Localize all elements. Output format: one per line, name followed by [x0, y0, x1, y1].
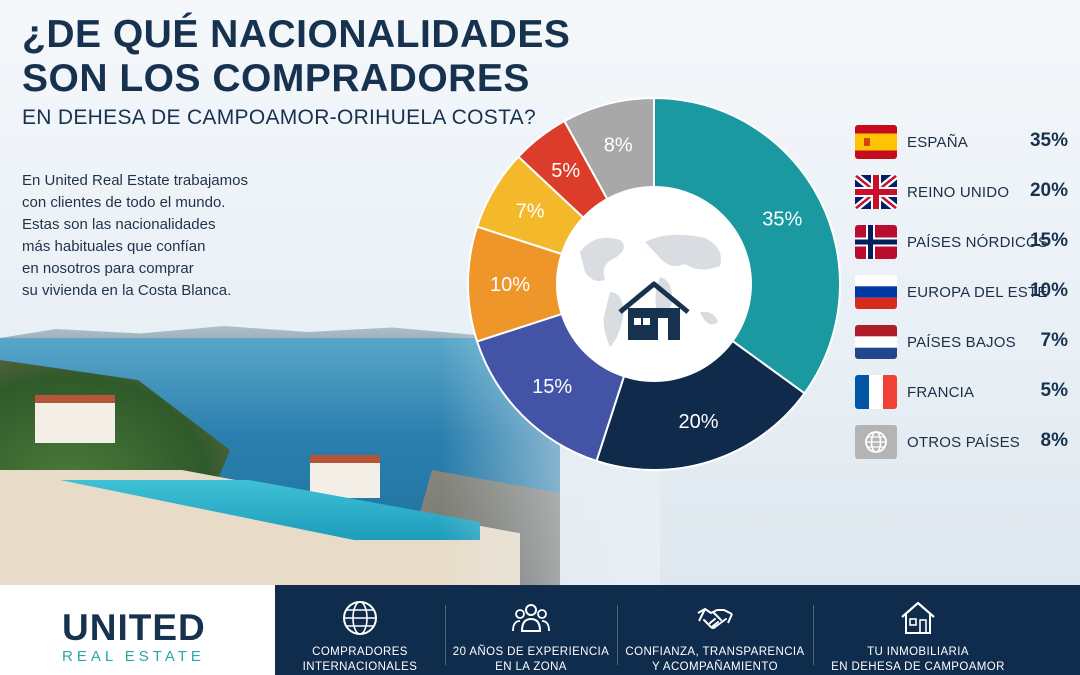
feature-text: COMPRADORES — [312, 646, 408, 658]
feature-local-agency: TU INMOBILIARIA EN DEHESA DE CAMPOAMOR — [813, 585, 1023, 675]
slice-label: 35% — [762, 209, 802, 231]
globe-icon — [343, 601, 377, 635]
feature-international-buyers: COMPRADORES INTERNACIONALES — [275, 585, 445, 675]
legend-item-espana: ESPAÑA 35% — [855, 125, 1070, 165]
house-icon — [618, 281, 690, 340]
russia-flag-icon — [855, 275, 897, 309]
slice-label: 15% — [532, 376, 572, 398]
slice-label: 20% — [678, 411, 718, 433]
slice-label: 7% — [516, 201, 545, 223]
norway-flag-icon — [855, 225, 897, 259]
intro-line: En United Real Estate trabajamos — [22, 172, 248, 189]
feature-text: 20 AÑOS DE EXPERIENCIA — [452, 646, 610, 658]
slice-label: 8% — [604, 135, 633, 157]
handshake-icon — [697, 608, 733, 629]
legend-item-paises-nordicos: PAÍSES NÓRDICOS 15% — [855, 225, 1070, 265]
people-icon — [512, 604, 550, 632]
intro-line: con clientes de todo el mundo. — [22, 194, 226, 211]
world-map-icon — [580, 234, 721, 347]
title-line-2: SON LOS COMPRADORES — [22, 57, 530, 100]
feature-trust: CONFIANZA, TRANSPARENCIA Y ACOMPAÑAMIENT… — [617, 585, 813, 675]
feature-text: Y ACOMPAÑAMIENTO — [652, 661, 778, 673]
feature-text: EN DEHESA DE CAMPOAMOR — [831, 661, 1005, 673]
spain-flag-icon — [855, 125, 897, 159]
feature-text: TU INMOBILIARIA — [867, 646, 969, 658]
feature-text: EN LA ZONA — [495, 661, 567, 673]
legend-item-francia: FRANCIA 5% — [855, 375, 1070, 415]
intro-line: en nosotros para comprar — [22, 260, 194, 277]
slice-label: 5% — [551, 160, 580, 182]
brand-tagline: REAL ESTATE — [62, 648, 205, 665]
feature-experience: 20 AÑOS DE EXPERIENCIA EN LA ZONA — [445, 585, 617, 675]
brand-logo[interactable]: UNITED REAL ESTATE — [0, 585, 275, 675]
intro-line: su vivienda en la Costa Blanca. — [22, 282, 232, 299]
chart-center — [556, 186, 752, 382]
intro-line: Estas son las nacionalidades — [22, 216, 216, 233]
home-icon — [901, 601, 935, 634]
legend-item-reino-unido: REINO UNIDO 20% — [855, 175, 1070, 215]
feature-text: INTERNACIONALES — [302, 661, 418, 673]
netherlands-flag-icon — [855, 325, 897, 359]
donut-chart: 35% 20% 15% 10% 7% 5% 8% — [467, 96, 841, 471]
title-line-1: ¿DE QUÉ NACIONALIDADES — [22, 13, 571, 56]
feature-text: CONFIANZA, TRANSPARENCIA — [625, 646, 805, 658]
legend-item-europa-del-este: EUROPA DEL ESTE 10% — [855, 275, 1070, 315]
legend-item-paises-bajos: PAÍSES BAJOS 7% — [855, 325, 1070, 365]
brand-name: UNITED — [62, 607, 206, 648]
intro-text: En United Real Estate trabajamos con cli… — [22, 170, 282, 302]
subtitle: EN DEHESA DE CAMPOAMOR-ORIHUELA COSTA? — [22, 106, 536, 129]
slice-label: 10% — [490, 274, 530, 296]
globe-icon — [855, 425, 897, 459]
divider — [617, 605, 618, 665]
france-flag-icon — [855, 375, 897, 409]
divider — [445, 605, 446, 665]
divider — [813, 605, 814, 665]
intro-line: más habituales que confían — [22, 238, 206, 255]
uk-flag-icon — [855, 175, 897, 209]
legend-item-otros-paises: OTROS PAÍSES 8% — [855, 425, 1070, 465]
